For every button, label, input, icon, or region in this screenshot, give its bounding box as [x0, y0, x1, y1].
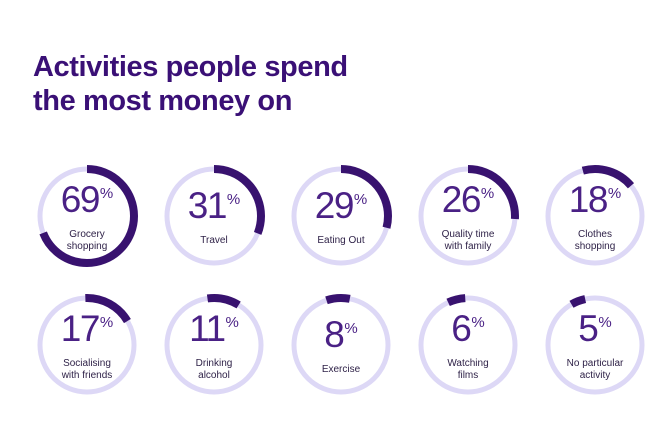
donut-gauge-grid: 69% Grocery shopping 31% Travel 29% Eati… — [33, 162, 649, 399]
percent-sign: % — [353, 190, 368, 208]
percent-value: 31% — [187, 184, 241, 232]
ring-value-arc — [163, 165, 265, 267]
donut-gauge: 26% Quality time with family — [414, 162, 522, 270]
donut-ring-chart — [417, 294, 519, 396]
donut-ring-chart — [290, 165, 392, 267]
page-title: Activities people spend the most money on — [33, 50, 348, 118]
percent-number: 69 — [60, 178, 101, 220]
donut-ring-chart — [290, 294, 392, 396]
percent-sign: % — [607, 184, 622, 202]
donut-ring-chart — [36, 165, 138, 267]
percent-number: 26 — [441, 178, 482, 220]
percent-number: 11 — [189, 307, 226, 349]
donut-ring-chart — [544, 294, 646, 396]
gauge-content: 31% Travel — [160, 162, 268, 270]
gauge-label: Watching films — [447, 357, 489, 381]
percent-number: 8 — [324, 313, 345, 355]
percent-number: 31 — [187, 184, 228, 226]
percent-sign: % — [598, 313, 612, 331]
gauge-content: 6% Watching films — [414, 291, 522, 399]
percent-value: 26% — [441, 178, 495, 226]
gauge-label: Travel — [200, 234, 228, 246]
gauge-content: 8% Exercise — [287, 291, 395, 399]
percent-sign: % — [225, 313, 239, 331]
donut-gauge: 8% Exercise — [287, 291, 395, 399]
donut-ring-chart — [35, 294, 138, 397]
percent-sign: % — [99, 184, 114, 202]
gauge-label: Quality time with family — [441, 228, 495, 252]
ring-value-arc — [417, 165, 519, 267]
gauge-label: No particular activity — [566, 357, 624, 381]
percent-sign: % — [99, 313, 114, 331]
gauge-content: 11% Drinking alcohol — [160, 291, 268, 399]
donut-gauge: 18% Clothes shopping — [541, 162, 649, 270]
gauge-content: 17% Socialising with friends — [33, 291, 141, 399]
ring-value-arc — [163, 294, 265, 396]
gauge-content: 29% Eating Out — [287, 162, 395, 270]
donut-ring-chart — [163, 294, 265, 396]
page-title-line2: the most money on — [33, 85, 293, 117]
ring-track — [418, 295, 518, 395]
donut-ring-chart — [163, 165, 265, 267]
percent-value: 5% — [578, 307, 612, 355]
percent-value: 18% — [568, 178, 622, 226]
percent-value: 69% — [60, 178, 114, 226]
ring-value-arc — [36, 165, 138, 267]
percent-value: 8% — [324, 313, 358, 361]
donut-gauge: 5% No particular activity — [541, 291, 649, 399]
donut-gauge: 17% Socialising with friends — [33, 291, 141, 399]
ring-track — [545, 295, 645, 395]
donut-gauge: 31% Travel — [160, 162, 268, 270]
percent-sign: % — [480, 184, 495, 202]
ring-value-arc — [290, 165, 392, 267]
gauge-label: Eating Out — [317, 234, 365, 246]
donut-gauge: 29% Eating Out — [287, 162, 395, 270]
percent-number: 6 — [451, 307, 472, 349]
percent-sign: % — [344, 319, 358, 337]
gauge-label: Exercise — [321, 363, 361, 375]
donut-gauge: 11% Drinking alcohol — [160, 291, 268, 399]
gauge-label: Socialising with friends — [61, 357, 113, 381]
gauge-content: 5% No particular activity — [541, 291, 649, 399]
percent-number: 5 — [578, 307, 599, 349]
donut-gauge: 6% Watching films — [414, 291, 522, 399]
gauge-content: 69% Grocery shopping — [33, 162, 141, 270]
gauge-label: Clothes shopping — [574, 228, 616, 252]
gauge-label: Drinking alcohol — [195, 357, 233, 381]
percent-number: 17 — [60, 307, 101, 349]
donut-ring-chart — [544, 165, 646, 267]
percent-value: 17% — [60, 307, 114, 355]
percent-value: 11% — [189, 307, 239, 355]
percent-value: 6% — [451, 307, 485, 355]
percent-number: 29 — [314, 184, 355, 226]
gauge-content: 26% Quality time with family — [414, 162, 522, 270]
donut-gauge: 69% Grocery shopping — [33, 162, 141, 270]
gauge-label: Grocery shopping — [66, 228, 108, 252]
ring-value-arc — [35, 294, 138, 397]
ring-value-arc — [544, 165, 646, 267]
donut-ring-chart — [417, 165, 519, 267]
percent-value: 29% — [314, 184, 368, 232]
percent-sign: % — [226, 190, 241, 208]
gauge-content: 18% Clothes shopping — [541, 162, 649, 270]
percent-sign: % — [471, 313, 485, 331]
percent-number: 18 — [568, 178, 609, 220]
page-title-line1: Activities people spend — [33, 51, 348, 83]
